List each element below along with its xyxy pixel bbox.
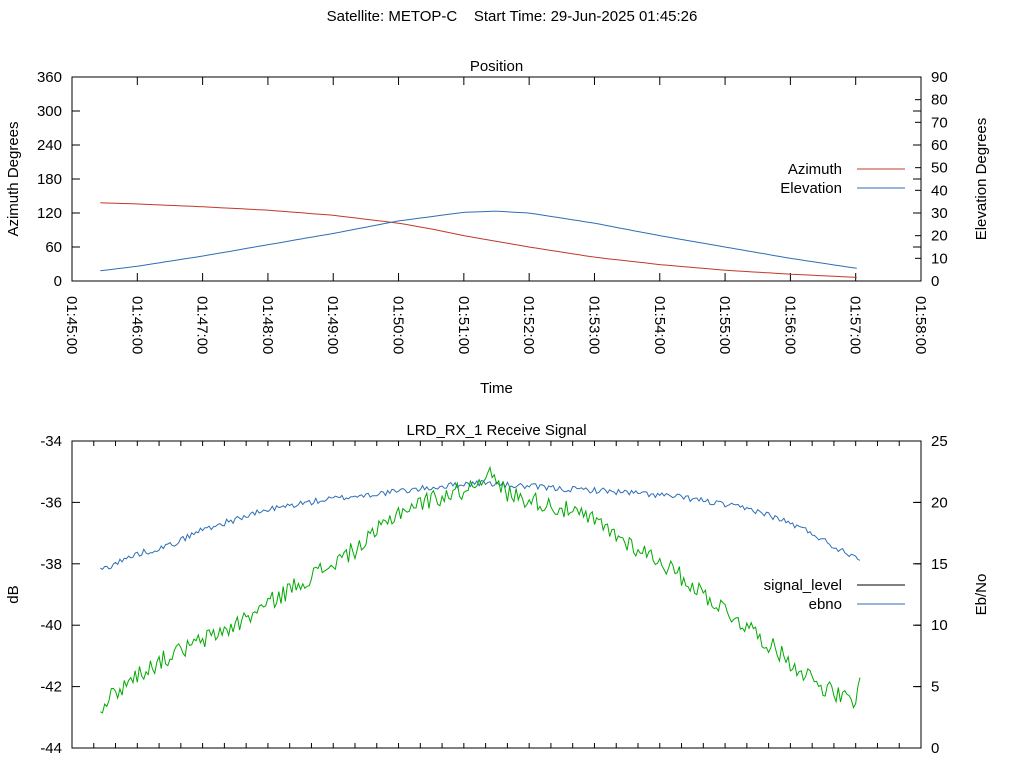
y-tick-label: -44 [40,740,62,757]
y2-tick-label: 20 [931,228,948,245]
y2-tick-label: 30 [931,205,948,222]
x-tick-label: 01:52:00 [520,296,537,354]
y-tick-label: 180 [37,171,62,188]
y2-axis-label: Elevation Degrees [973,118,990,241]
y2-tick-label: 15 [931,556,948,573]
y-tick-label: 60 [45,239,62,256]
x-tick-label: 01:50:00 [390,296,407,354]
y2-tick-label: 0 [931,740,939,757]
y-tick-label: 300 [37,103,62,120]
plot-frame [71,440,922,749]
x-tick-label: 01:53:00 [585,296,602,354]
y-axis-label: dB [5,585,22,603]
chart-title: LRD_RX_1 Receive Signal [406,422,586,439]
x-tick-label: 01:51:00 [455,296,472,354]
y2-tick-label: 60 [931,137,948,154]
y2-tick-label: 20 [931,494,948,511]
y2-tick-label: 0 [931,273,939,290]
y-tick-label: 240 [37,137,62,154]
x-tick-label: 01:49:00 [324,296,341,354]
y2-tick-label: 10 [931,250,948,267]
y-tick-label: 120 [37,205,62,222]
y-axis-label: Azimuth Degrees [5,121,22,236]
x-tick-label: 01:47:00 [194,296,211,354]
y2-tick-label: 50 [931,160,948,177]
y-tick-label: -36 [40,494,62,511]
chart-title: Position [470,58,523,75]
y-tick-label: -42 [40,679,62,696]
position-chart: Position 0 60 120 180 240 300 360 0 10 20 30 40 50 60 7… [5,58,990,397]
y2-axis-label: Eb/No [973,574,990,616]
x-tick-label: 01:46:00 [128,296,145,354]
x-axis-label: Time [480,380,513,397]
page-title: Satellite: METOP-C Start Time: 29-Jun-20… [326,8,698,25]
y-tick-label: -38 [40,556,62,573]
y-tick-label: 360 [37,69,62,86]
plot-frame [71,76,922,282]
x-tick-label: 01:57:00 [847,296,864,354]
series-line [100,210,857,272]
legend-label: Elevation [780,180,842,197]
legend-label: ebno [809,596,842,613]
x-tick-label: 01:55:00 [716,296,733,354]
legend-label: signal_level [764,577,842,594]
y2-tick-label: 25 [931,433,948,450]
x-tick-label: 01:56:00 [781,296,798,354]
x-tick-label: 01:54:00 [651,296,668,354]
x-tick-label: 01:58:00 [912,296,929,354]
y2-tick-label: 10 [931,617,948,634]
y2-tick-label: 70 [931,114,948,131]
y2-tick-label: 40 [931,182,948,199]
y2-tick-label: 90 [931,69,948,86]
series-line [100,479,861,570]
receive-signal-chart: LRD_RX_1 Receive Signal -44 -42 -40 -38 -36 -3… [5,422,990,757]
x-tick-label: 01:48:00 [259,296,276,354]
series-line [100,465,861,714]
y2-tick-label: 80 [931,92,948,109]
x-tick-label: 01:45:00 [63,296,80,354]
y-tick-label: 0 [54,273,62,290]
legend-label: Azimuth [788,161,842,178]
y-tick-label: -34 [40,433,62,450]
series-line [100,202,857,278]
y2-tick-label: 5 [931,679,939,696]
y-tick-label: -40 [40,617,62,634]
